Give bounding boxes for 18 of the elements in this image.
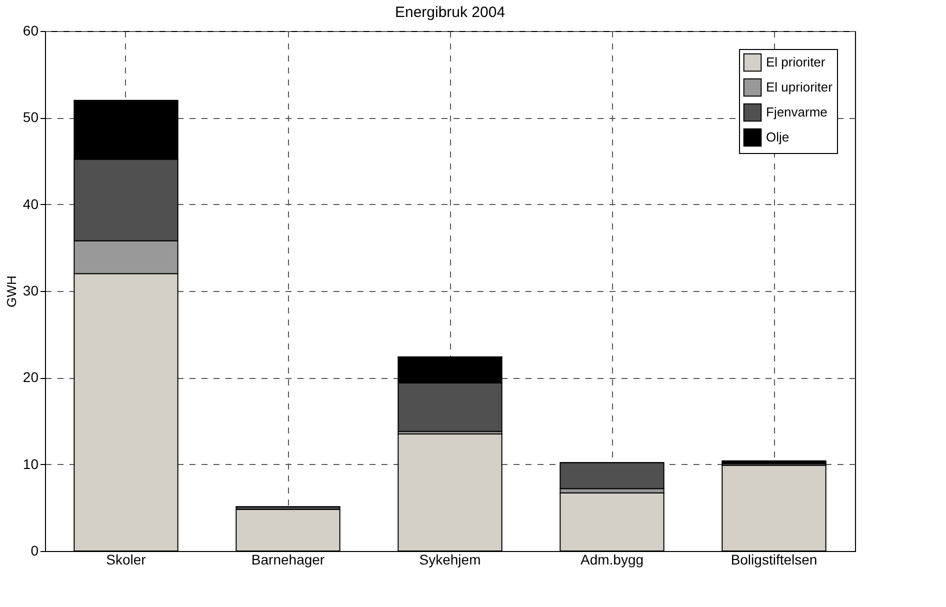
x-tick-label: Barnehager: [251, 552, 325, 568]
y-tick-label: 0: [30, 542, 39, 558]
x-tick-label: Adm.bygg: [580, 552, 644, 568]
legend-label: El uprioriter: [766, 80, 834, 94]
x-tick-label: Skoler: [106, 552, 146, 568]
y-tick-label: 20: [22, 369, 39, 386]
y-tick-label: 30: [22, 282, 39, 298]
x-tick-label: Boligstiftelsen: [730, 552, 818, 568]
y-axis-title: GWH: [4, 276, 19, 308]
chart-title: Energibruk 2004: [394, 4, 506, 21]
legend-label: Fjenvarme: [766, 104, 828, 120]
y-tick-label: 50: [22, 109, 39, 126]
legend-label: Olje: [766, 130, 790, 144]
y-tick-label: 10: [22, 456, 39, 472]
y-tick-label: 40: [22, 196, 39, 212]
y-tick-label: 60: [22, 22, 39, 38]
legend-label: El prioriter: [766, 54, 826, 70]
x-tick-label: Sykehjem: [419, 552, 481, 568]
